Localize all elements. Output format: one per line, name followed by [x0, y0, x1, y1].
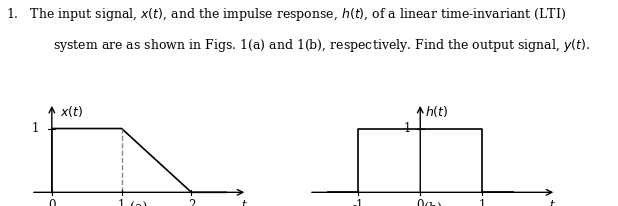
Text: (a): (a): [130, 202, 148, 206]
Text: 1: 1: [404, 122, 411, 135]
Text: $h(t)$: $h(t)$: [425, 104, 449, 119]
Text: 1.   The input signal, $x(t)$, and the impulse response, $h(t)$, of a linear tim: 1. The input signal, $x(t)$, and the imp…: [6, 6, 566, 23]
Text: 0: 0: [48, 199, 56, 206]
Text: t: t: [549, 199, 554, 206]
Text: system are as shown in Figs. 1(a) and 1(b), respectively. Find the output signal: system are as shown in Figs. 1(a) and 1(…: [53, 37, 590, 54]
Text: 0: 0: [417, 199, 424, 206]
Text: (b): (b): [423, 202, 442, 206]
Text: 2: 2: [188, 199, 195, 206]
Text: t: t: [242, 199, 246, 206]
Text: -1: -1: [353, 199, 364, 206]
Text: $x(t)$: $x(t)$: [60, 104, 83, 119]
Text: 1: 1: [32, 122, 40, 135]
Text: 1: 1: [118, 199, 125, 206]
Text: 1: 1: [478, 199, 486, 206]
